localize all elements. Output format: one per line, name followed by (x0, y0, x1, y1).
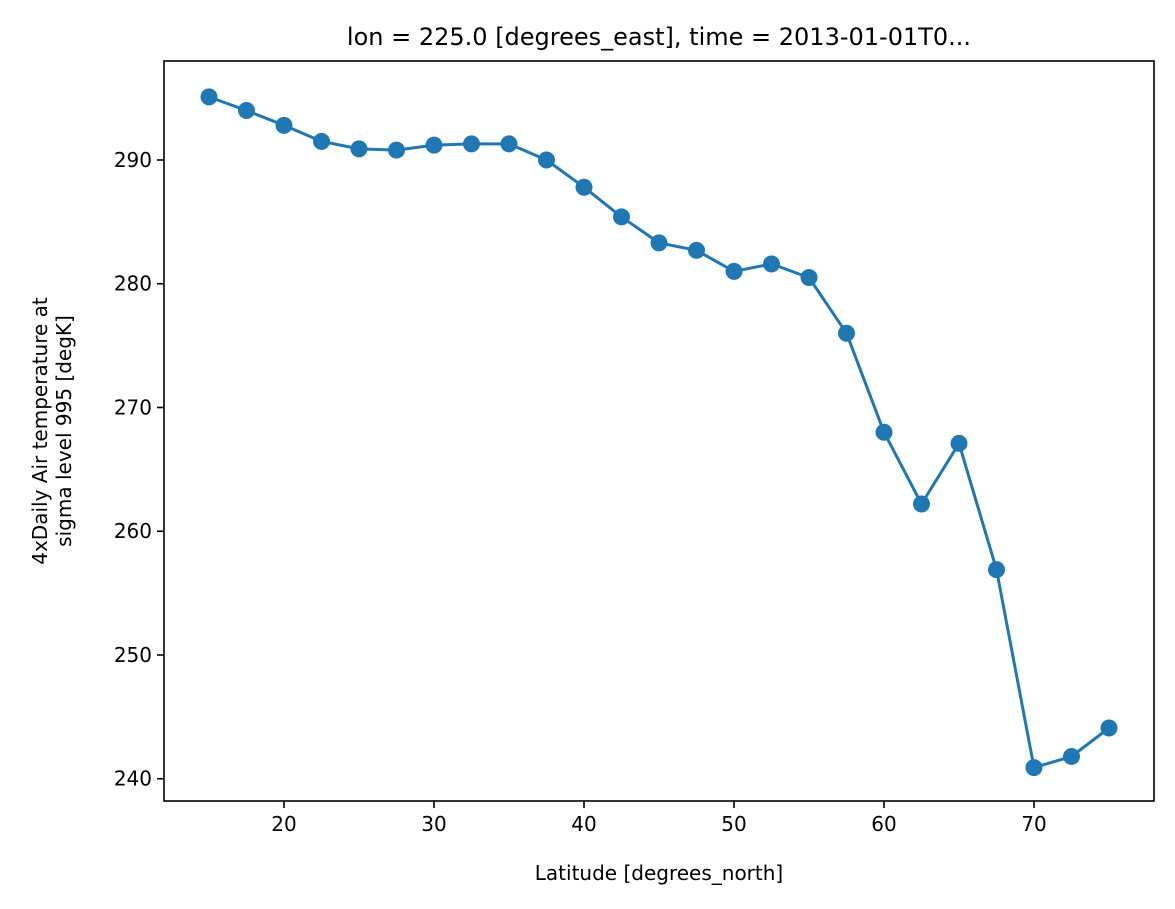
data-point (575, 178, 593, 196)
data-point (463, 135, 480, 153)
y-tick-label: 270 (114, 395, 152, 419)
data-point (1100, 719, 1118, 737)
x-tick-label: 50 (721, 812, 746, 836)
x-axis: 20 30 40 50 60 70 (271, 801, 1047, 836)
data-point (500, 135, 518, 153)
data-point (875, 423, 893, 441)
data-point (763, 255, 780, 273)
data-point (538, 151, 555, 169)
data-point (950, 434, 968, 452)
x-tick-label: 70 (1021, 812, 1046, 836)
y-tick-label: 290 (114, 148, 152, 172)
data-point (350, 140, 368, 158)
data-point (988, 561, 1005, 579)
data-point (1063, 747, 1080, 765)
data-point (238, 101, 255, 119)
data-point (1025, 759, 1043, 777)
data-point (913, 495, 930, 513)
x-axis-label: Latitude [degrees_north] (535, 861, 783, 885)
data-point (688, 241, 705, 259)
data-point (650, 234, 668, 252)
data-point (800, 269, 818, 287)
y-tick-label: 240 (114, 767, 152, 791)
y-axis-label-line-2: sigma level 995 [degK] (52, 315, 76, 547)
y-axis: 240 250 260 270 280 290 (114, 148, 164, 791)
data-point (613, 208, 630, 226)
x-tick-label: 20 (271, 812, 296, 836)
series-line (208, 95, 1110, 770)
y-tick-label: 250 (114, 643, 152, 667)
data-point (388, 141, 405, 159)
chart-title: lon = 225.0 [degrees_east], time = 2013-… (347, 23, 971, 51)
series-air-temperature (200, 88, 1118, 777)
data-point (725, 262, 743, 280)
data-point (313, 132, 330, 150)
x-tick-label: 60 (871, 812, 896, 836)
y-axis-label: 4xDaily Air temperature at sigma level 9… (28, 297, 76, 565)
data-point (200, 88, 218, 106)
plot-area-frame (163, 60, 1155, 802)
data-point (275, 116, 293, 134)
y-tick-label: 260 (114, 519, 152, 543)
y-tick-label: 280 (114, 272, 152, 296)
data-point (838, 324, 855, 342)
data-point (425, 136, 443, 154)
x-tick-label: 30 (421, 812, 446, 836)
x-tick-label: 40 (571, 812, 596, 836)
y-axis-label-line-1: 4xDaily Air temperature at (28, 297, 52, 565)
